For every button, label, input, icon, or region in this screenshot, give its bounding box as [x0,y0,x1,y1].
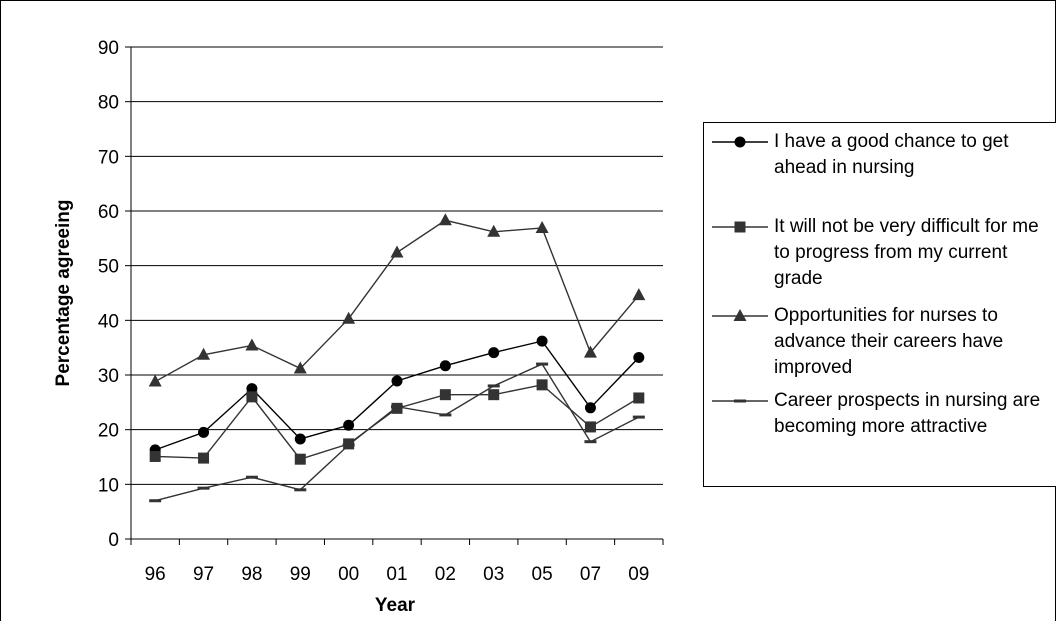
data-point [632,415,645,419]
legend-marker [712,399,768,403]
y-axis-title: Percentage agreeing [53,200,74,387]
x-tick-label: 07 [580,564,601,585]
legend-label: Opportunities for nurses to advance thei… [774,305,1004,378]
data-point [245,338,259,351]
data-point [390,245,404,258]
data-point [149,499,162,503]
data-point [148,374,162,387]
legend: I have a good chance to get ahead in nur… [703,122,1056,487]
data-point [536,362,549,366]
data-point [633,352,645,364]
y-tick-label: 70 [98,147,119,168]
data-point [391,402,403,414]
data-point [488,347,500,359]
axes [125,46,664,545]
data-point [536,379,548,391]
series-1 [149,335,645,456]
data-point [197,347,211,360]
data-point [149,450,161,462]
data-point [488,389,500,401]
legend-marker [712,309,768,321]
data-point [633,392,645,404]
x-tick-label: 05 [532,564,553,585]
data-point [198,452,210,464]
x-tick-label: 02 [435,564,456,585]
y-tick-label: 30 [98,366,119,387]
data-point [584,440,597,444]
legend-marker [712,136,768,148]
data-point [584,421,596,433]
series-3 [148,213,646,387]
data-point [197,486,210,490]
data-point [391,375,403,387]
x-tick-label: 96 [145,564,166,585]
x-tick-label: 00 [338,564,359,585]
series-line [154,340,640,451]
y-tick-labels: 0 10 20 30 40 50 60 70 80 90 [98,38,119,551]
gridlines [131,46,663,485]
y-tick-label: 50 [98,257,119,278]
y-tick-label: 0 [108,530,119,551]
x-axis-title: Year [375,595,416,616]
data-point [535,220,549,233]
series-2 [149,379,645,465]
data-point [293,361,307,374]
legend-symbol [733,309,747,321]
data-point [246,391,258,403]
x-tick-labels: 96 97 98 99 00 01 02 03 05 07 09 [145,564,650,585]
x-tick-label: 03 [483,564,504,585]
legend-label: It will not be very difficult for me to … [774,216,1039,289]
series-4 [149,362,645,503]
y-tick-label: 40 [98,311,119,332]
legend-label: I have a good chance to get ahead in nur… [774,131,1009,178]
data-point [632,288,646,301]
data-point [439,360,451,372]
data-point [342,311,356,324]
y-tick-label: 90 [98,38,119,59]
data-point [198,426,210,438]
data-point [294,453,306,465]
data-point [536,335,548,347]
data-point [487,224,501,237]
data-point [245,475,258,479]
legend-symbol [734,136,746,148]
y-tick-label: 60 [98,202,119,223]
data-point [487,384,500,388]
series-layer [148,213,646,503]
data-point [391,405,403,409]
series-line [154,219,640,383]
legend-symbol [734,221,746,233]
legend-marker [712,221,768,233]
y-tick-label: 10 [98,475,119,496]
x-tick-label: 98 [241,564,262,585]
data-point [439,389,451,401]
x-tick-label: 97 [193,564,214,585]
data-point [438,213,452,226]
x-tick-label: 09 [628,564,649,585]
x-tick-label: 99 [290,564,311,585]
data-point [294,488,307,492]
y-tick-label: 80 [98,93,119,114]
data-point [583,345,597,358]
data-point [342,443,355,447]
legend-symbol [734,399,746,403]
data-point [294,433,306,445]
x-tick-label: 01 [386,564,407,585]
data-point [584,402,596,414]
series-line [155,384,640,461]
y-tick-label: 20 [98,421,119,442]
legend-label: Career prospects in nursing are becoming… [774,390,1041,437]
data-point [343,419,355,431]
data-point [439,413,452,417]
